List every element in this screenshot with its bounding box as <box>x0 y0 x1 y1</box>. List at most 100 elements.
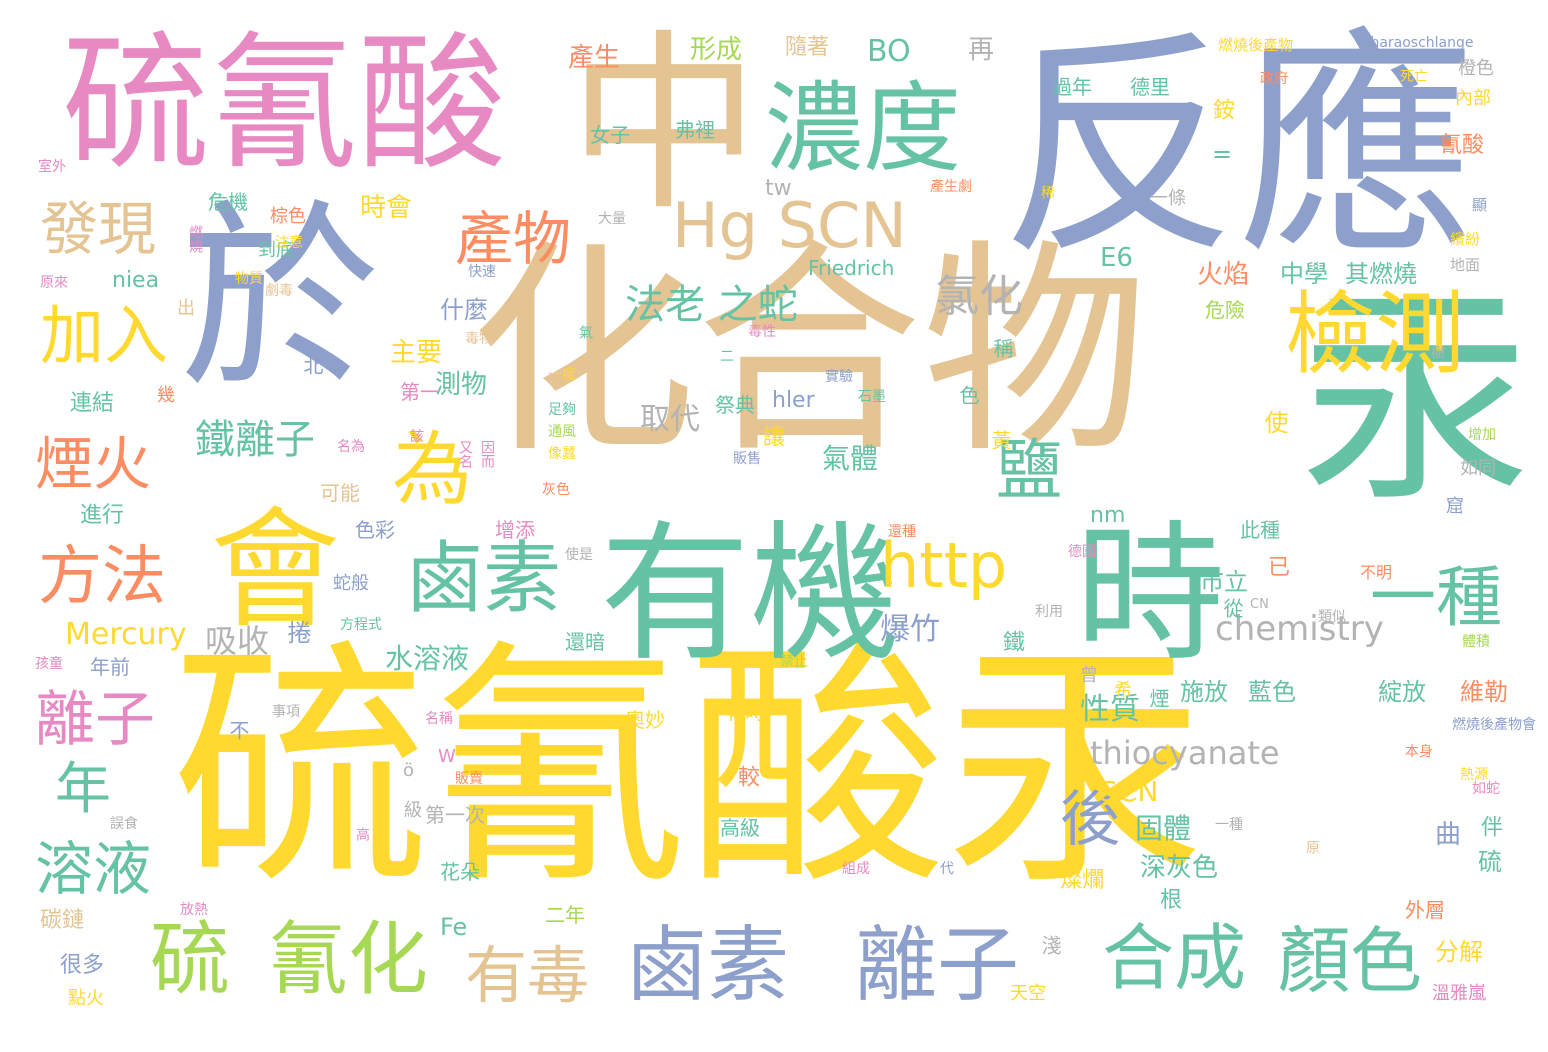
word-cloud-term: 色 <box>956 385 980 405</box>
word-cloud-term: 較 <box>734 765 759 787</box>
word-cloud-term: BO <box>867 34 911 69</box>
word-cloud-term: 代 <box>940 861 954 877</box>
word-cloud-term: 不 <box>226 720 250 740</box>
word-cloud-term: chemistry <box>1215 609 1384 649</box>
word-cloud-term: CN <box>1250 597 1269 612</box>
word-cloud-term: 鹵素 <box>405 534 562 624</box>
word-cloud-term: 類似 <box>1318 609 1346 625</box>
word-cloud-term: 一度 <box>548 367 576 383</box>
word-cloud-term: 從 <box>1220 598 1244 618</box>
word-cloud-term: 內部 <box>1455 88 1491 109</box>
word-cloud-term: 快速 <box>468 264 496 280</box>
word-cloud-term: 吸收 <box>205 622 270 660</box>
word-cloud-term: 棕色 <box>270 206 306 227</box>
word-cloud-term: 碳鏈 <box>40 908 85 933</box>
word-cloud-term: Fe <box>440 913 468 941</box>
word-cloud-term: hler <box>772 388 815 413</box>
word-cloud-term: 第一次 <box>425 803 485 827</box>
word-cloud-term: 讓 <box>759 425 784 447</box>
word-cloud-term: 禁止 <box>780 654 808 670</box>
word-cloud-term: 室外 <box>38 159 66 175</box>
word-cloud-term: 使 <box>1260 410 1288 434</box>
word-cloud-term: 氯化 <box>935 271 1023 322</box>
word-cloud-term: 連結 <box>70 391 115 416</box>
word-cloud-term: 燃燒後產物 <box>1218 36 1294 54</box>
word-cloud-term: SCN <box>1100 775 1159 808</box>
word-cloud-term: 鹵素 <box>625 918 790 1013</box>
word-cloud-term: 什麼 <box>440 296 488 324</box>
word-cloud-term: 放熱 <box>180 902 208 918</box>
word-cloud-term: 死亡 <box>1400 69 1428 85</box>
word-cloud-term: 很多 <box>60 953 105 978</box>
word-cloud-term: 其燃燒 <box>1345 260 1417 288</box>
word-cloud-term: 有時 <box>725 700 765 724</box>
word-cloud-term: 繽紛 <box>1450 230 1481 248</box>
word-cloud-term: 為 <box>392 423 472 516</box>
word-cloud-term: 到底 <box>258 240 294 261</box>
word-cloud-term: 販售 <box>733 451 761 467</box>
word-cloud-term: nm <box>1090 503 1126 528</box>
word-cloud-term: 方程式 <box>340 617 382 633</box>
word-cloud-term: Mercury <box>65 617 187 652</box>
word-cloud-term: 曲 <box>1435 820 1462 850</box>
word-cloud-term: ö <box>403 760 415 781</box>
word-cloud-term: 鹽 <box>985 435 1062 501</box>
word-cloud-term: 政府 <box>1260 71 1288 87</box>
word-cloud-term: 顯 <box>1472 196 1488 214</box>
word-cloud-term: 溶液 <box>35 835 152 903</box>
word-cloud-term: 進行 <box>80 503 125 528</box>
word-cloud-term: 希 <box>1111 680 1132 698</box>
word-cloud-term: 危機 <box>208 190 248 214</box>
word-cloud-term: 蛇般 <box>333 573 369 594</box>
word-cloud-term: 時會 <box>360 193 413 223</box>
word-cloud-term: 熱源 <box>1460 767 1488 783</box>
word-cloud-term: 注意 <box>275 235 303 251</box>
word-cloud-term: 稱 <box>990 338 1014 358</box>
word-cloud-term: 一種 <box>1215 817 1243 833</box>
word-cloud-term: 根 <box>1160 888 1183 913</box>
word-cloud-term: 硫 <box>1478 848 1502 876</box>
word-cloud-term: 稀 <box>1039 185 1055 199</box>
word-cloud-term: 利用 <box>1035 604 1063 620</box>
word-cloud-term: 氰化 <box>268 913 428 1006</box>
word-cloud-term: 體積 <box>1462 634 1490 650</box>
word-cloud-term: 窟 <box>1446 496 1464 517</box>
word-cloud-term: 女子 <box>590 123 630 147</box>
word-cloud-term: 性質 <box>1080 692 1140 727</box>
word-cloud-term: 組成 <box>842 861 870 877</box>
word-cloud-term: 名為 <box>337 439 365 455</box>
word-cloud-term: 深灰色 <box>1140 853 1219 883</box>
word-cloud-term: 合成 <box>1102 916 1247 1000</box>
word-cloud-term: 第一 <box>400 380 440 404</box>
word-cloud-term: 原 <box>1304 840 1320 854</box>
word-cloud-term: 分解 <box>1435 938 1483 966</box>
word-cloud-term: = <box>1208 140 1236 168</box>
word-cloud-term: 加入 <box>40 300 168 374</box>
word-cloud-term: 硫 <box>150 913 230 1006</box>
word-cloud-term: 爆竹 <box>880 612 940 647</box>
word-cloud-term: tw <box>765 176 792 201</box>
word-cloud-term: 再 <box>968 35 995 65</box>
word-cloud-term: 弗裡 <box>675 118 715 142</box>
word-cloud-term: 氣體 <box>822 442 879 475</box>
word-cloud-term: 伴 <box>1477 815 1502 837</box>
word-cloud-term: 檢測 <box>1285 282 1465 387</box>
word-cloud-term: 離子 <box>35 685 155 755</box>
word-cloud-term: 因而 <box>479 440 495 468</box>
word-cloud-term: 石墨 <box>858 389 886 405</box>
word-cloud-term: W <box>438 746 456 767</box>
word-cloud-term: 實驗 <box>825 369 853 385</box>
word-cloud-term: 形成 <box>690 35 743 65</box>
word-cloud-term: 二 <box>720 349 734 365</box>
word-cloud-term: 有毒 <box>465 939 590 1012</box>
word-cloud-term: 綻放 <box>1378 678 1426 706</box>
word-cloud-term: 施放 <box>1180 678 1228 706</box>
word-cloud-term: 名稱 <box>425 711 453 727</box>
word-cloud-term: 可能 <box>320 481 360 505</box>
word-cloud-term: Pharaoschlange <box>1362 35 1474 51</box>
word-cloud-term: 燦爛 <box>1060 868 1105 893</box>
word-cloud-term: 硫氰酸 <box>62 18 506 190</box>
word-cloud-term: 樹 <box>1429 345 1445 359</box>
word-cloud-term: 花朵 <box>440 860 480 884</box>
